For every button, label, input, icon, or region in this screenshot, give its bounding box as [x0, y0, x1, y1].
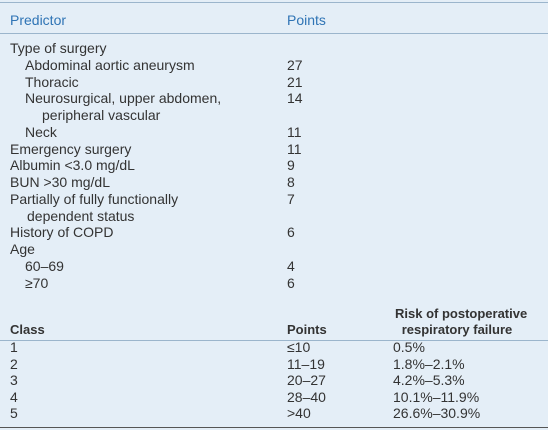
cell-text: Emergency surgery	[10, 140, 132, 157]
cell-text: Risk of postoperative	[395, 306, 528, 321]
cell-text: 7	[287, 190, 295, 207]
cell-text: 4.2%–5.3%	[393, 372, 465, 388]
cell-text: 4	[10, 388, 18, 405]
cell-text: Age	[10, 241, 35, 257]
cell-text: 11–19	[287, 355, 325, 372]
cell-text: 6	[287, 274, 295, 291]
cell-text: 0.5%	[393, 339, 425, 355]
cell-text: 11	[287, 140, 302, 157]
cell-text: Albumin <3.0 mg/dL	[10, 157, 135, 174]
cell-text: 20–27	[287, 372, 326, 388]
cell-text: 6	[287, 224, 295, 241]
cell-text: Type of surgery	[10, 40, 107, 56]
cell-text: 2	[10, 355, 18, 372]
cell-text: Partially of fully functionally	[10, 190, 179, 207]
cell-text: 27	[287, 56, 303, 73]
cell-text: 21	[287, 73, 303, 90]
cell-text: 28–40	[287, 388, 326, 405]
cell-text: respiratory failure	[401, 322, 513, 337]
cell-text: 10.1%–11.9%	[393, 388, 480, 405]
cell-text: 14	[287, 90, 303, 107]
cell-text: 1.8%–2.1%	[393, 355, 465, 372]
cell-text: peripheral vascular	[42, 107, 161, 123]
cell-text: Thoracic	[25, 73, 79, 90]
cell-text: Neurosurgical, upper abdomen,	[25, 90, 222, 107]
cell-text: Predictor	[10, 12, 67, 28]
cell-text: 3	[10, 372, 18, 388]
rule	[0, 33, 548, 34]
rule	[0, 427, 548, 428]
cell-text: BUN >30 mg/dL	[10, 174, 110, 190]
cell-text: 1	[10, 339, 18, 355]
cell-text: Neck	[25, 123, 57, 140]
cell-text: 4	[287, 257, 295, 274]
cell-text: ≥70	[25, 274, 49, 291]
cell-text: 5	[10, 405, 18, 421]
cell-text: 11	[287, 123, 302, 140]
rule	[0, 340, 548, 341]
cell-text: Points	[287, 12, 326, 28]
cell-text: 60–69	[25, 257, 64, 274]
rule	[0, 2, 548, 3]
cell-text: Class	[10, 322, 45, 337]
cell-text: ≤10	[287, 339, 311, 355]
cell-text: Points	[287, 322, 327, 337]
cell-text: 26.6%–30.9%	[393, 405, 481, 421]
cell-text: dependent status	[27, 207, 135, 224]
cell-text: 9	[287, 157, 295, 174]
cell-text: >40	[287, 405, 311, 421]
cell-text: Abdominal aortic aneurysm	[25, 56, 195, 73]
cell-text: History of COPD	[10, 224, 114, 241]
cell-text: 8	[287, 174, 295, 190]
